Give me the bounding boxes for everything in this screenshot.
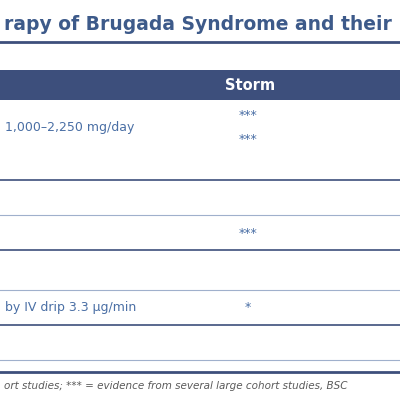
- Text: by IV drip 3.3 μg/min: by IV drip 3.3 μg/min: [5, 302, 136, 314]
- Text: ***: ***: [239, 134, 257, 146]
- Text: ***: ***: [239, 226, 257, 240]
- Text: ***: ***: [239, 110, 257, 122]
- Bar: [0, 70, 400, 100]
- Text: rapy of Brugada Syndrome and their Utili: rapy of Brugada Syndrome and their Utili: [4, 14, 400, 34]
- Text: ort studies; *** = evidence from several large cohort studies, BSC: ort studies; *** = evidence from several…: [4, 381, 348, 391]
- Text: Storm: Storm: [225, 78, 275, 92]
- Text: 1,000–2,250 mg/day: 1,000–2,250 mg/day: [5, 120, 134, 134]
- Text: *: *: [245, 302, 251, 314]
